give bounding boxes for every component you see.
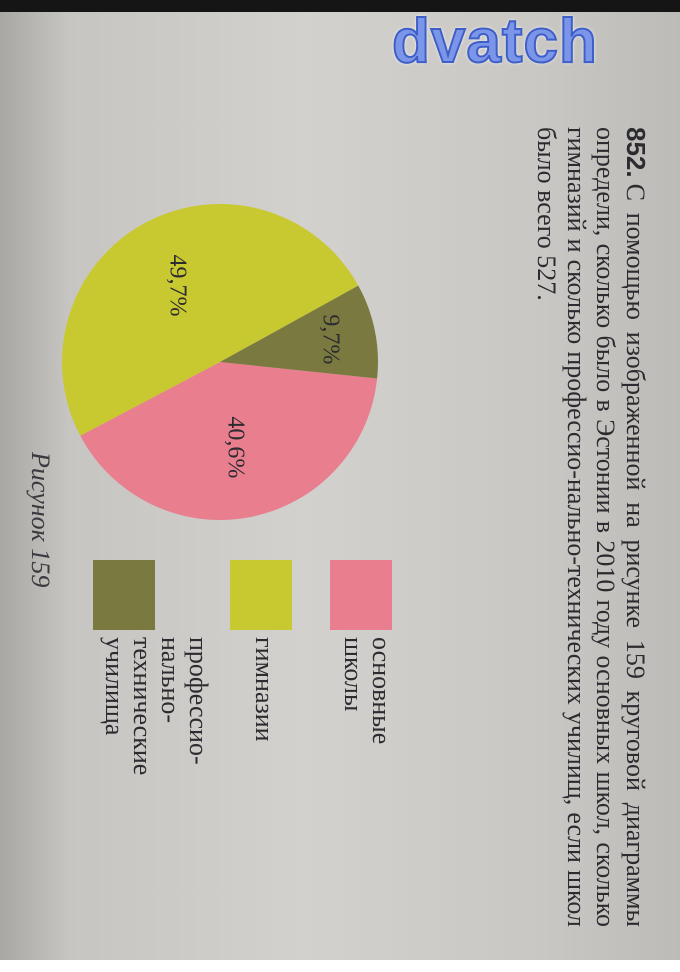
pie-slice-gymnasiums bbox=[62, 204, 359, 436]
watermark-logo: dvatch bbox=[391, 6, 598, 77]
legend-swatch-basic-schools bbox=[330, 560, 392, 630]
legend-swatch-gymnasiums bbox=[230, 560, 292, 630]
legend-label-line: нально- bbox=[156, 637, 185, 724]
pie-slice-vocational-label: 9,7% bbox=[317, 314, 343, 364]
rotated-content: 852.С помощью изображенной на рисунке 15… bbox=[0, 12, 680, 960]
legend-label-line: профессио- bbox=[184, 637, 213, 765]
legend-label-line: основные bbox=[367, 637, 396, 745]
legend-label-gymnasiums: гимназии bbox=[250, 637, 279, 742]
legend-label-line: училища bbox=[100, 637, 129, 736]
textbook-page: 852.С помощью изображенной на рисунке 15… bbox=[0, 12, 680, 960]
top-bar bbox=[0, 0, 680, 12]
legend-label-vocational: профессио- нально- технические училища bbox=[100, 637, 213, 776]
bottom-bar bbox=[0, 960, 680, 972]
pie-slice-gymnasiums-label: 49,7% bbox=[165, 255, 191, 317]
pie-slice-basic-schools bbox=[80, 362, 378, 520]
legend-label-basic-schools: основные школы bbox=[339, 637, 396, 745]
pie-slice-basic-schools-label: 40,6% bbox=[222, 416, 248, 478]
figure-caption: Рисунок 159 bbox=[26, 452, 55, 588]
legend-label-line: технические bbox=[128, 637, 157, 776]
legend-label-line: гимназии bbox=[250, 637, 279, 742]
legend-label-line: школы bbox=[339, 637, 368, 712]
legend-swatch-vocational bbox=[93, 560, 155, 630]
pie-chart: 40,6% 49,7% 9,7% bbox=[62, 204, 378, 520]
pie-slice-vocational bbox=[220, 285, 378, 379]
